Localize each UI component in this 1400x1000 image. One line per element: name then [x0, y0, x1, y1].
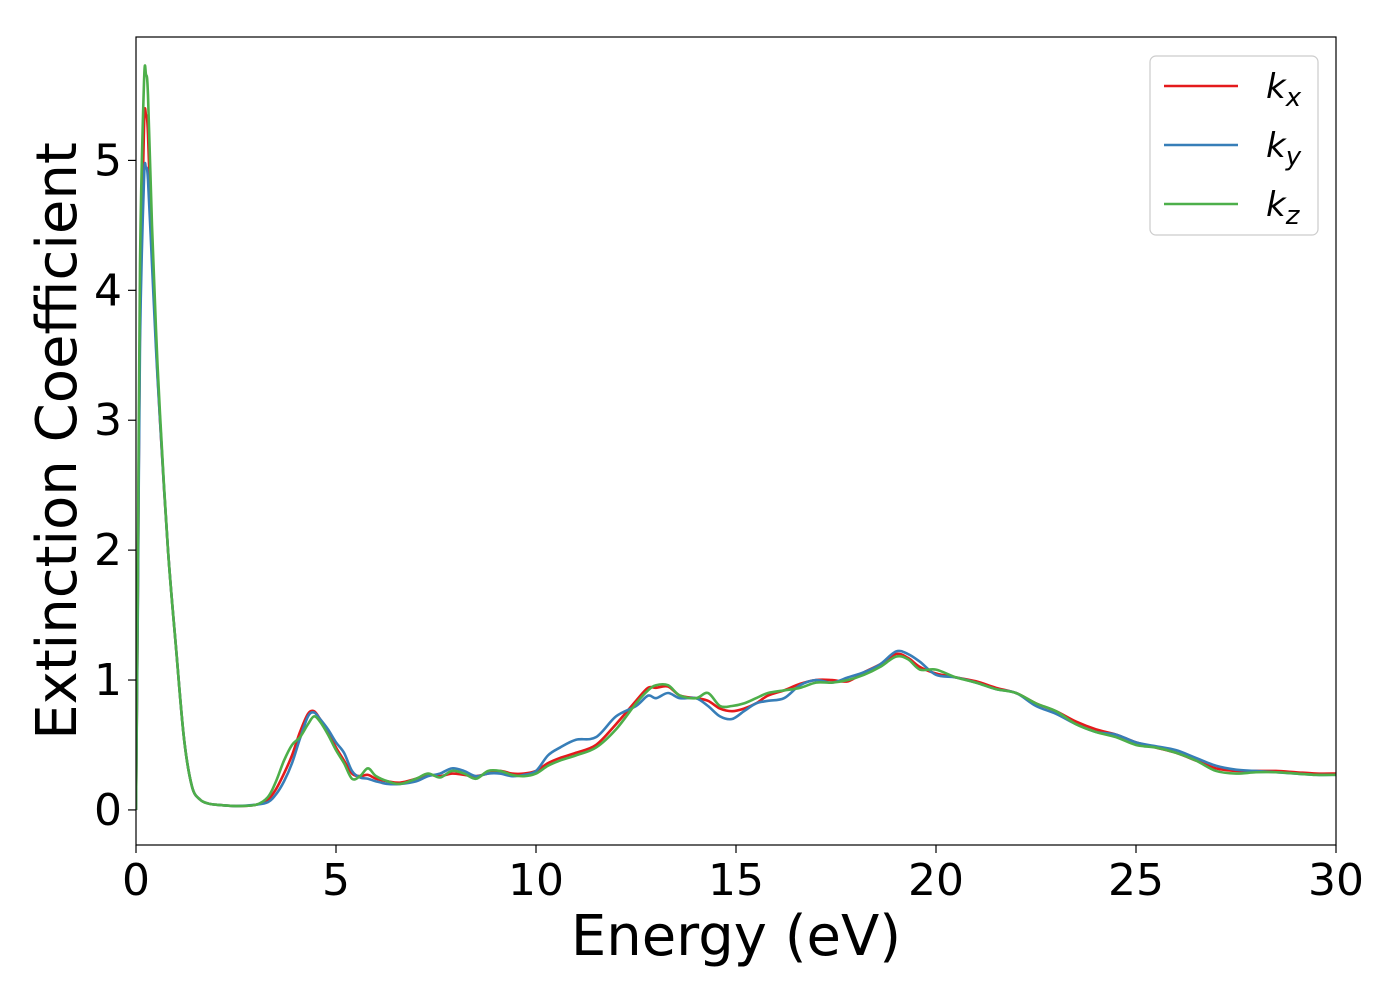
x-tick-label: 5 — [322, 855, 350, 906]
x-tick-label: 0 — [122, 855, 150, 906]
y-tick-label: 2 — [94, 525, 122, 576]
legend: kx ky kz — [1149, 55, 1319, 236]
y-axis-label: Extinction Coefficient — [25, 142, 90, 740]
series-line-kz — [136, 64, 1336, 810]
x-tick-label: 15 — [708, 855, 764, 906]
legend-label-kz: kz — [1266, 185, 1301, 231]
y-tick-label: 0 — [94, 785, 122, 836]
y-axis-ticks: 0 1 2 3 4 5 — [94, 135, 136, 836]
x-tick-label: 30 — [1308, 855, 1364, 906]
x-axis-ticks: 0 5 10 15 20 25 30 — [122, 845, 1364, 906]
series-layer — [136, 64, 1336, 810]
legend-label-kx: kx — [1266, 67, 1302, 113]
legend-label-ky: ky — [1266, 126, 1302, 172]
y-tick-label: 5 — [94, 135, 122, 186]
x-tick-label: 20 — [908, 855, 964, 906]
y-tick-label: 4 — [94, 265, 122, 316]
x-tick-label: 10 — [508, 855, 564, 906]
y-tick-label: 3 — [94, 395, 122, 446]
x-tick-label: 25 — [1108, 855, 1164, 906]
x-axis-label: Energy (eV) — [571, 904, 901, 969]
y-tick-label: 1 — [94, 655, 122, 706]
